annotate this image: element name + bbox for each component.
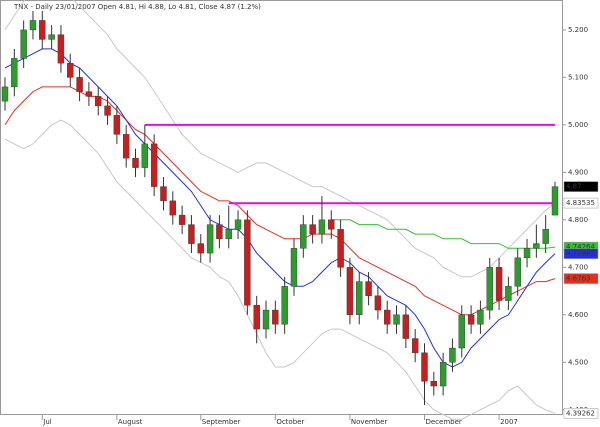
candle-body (262, 309, 270, 330)
y-tick-label: 4.600 (568, 311, 588, 319)
candle-body (439, 362, 447, 387)
candle-body (384, 309, 391, 325)
candle-body (411, 338, 419, 353)
candle-body (514, 257, 521, 287)
candle-body (1, 86, 9, 102)
candle-body (113, 115, 121, 135)
candle-body (95, 96, 102, 107)
candle-body (523, 248, 531, 259)
candle-body (132, 157, 139, 168)
candle-body (458, 314, 465, 349)
x-tick-label: September (202, 418, 241, 426)
y-tick-label: 4.500 (568, 358, 588, 366)
candle-body (542, 229, 549, 244)
end-label: 4.39262 (566, 409, 595, 417)
candle-body (141, 143, 149, 168)
end-label: 4.87 (566, 183, 582, 191)
end-label: 4.72885 (566, 250, 595, 258)
candle-body (402, 314, 410, 339)
x-tick-label: December (425, 418, 461, 426)
x-tick-label: 2007 (500, 418, 518, 426)
end-label: 4.74264 (566, 243, 595, 251)
end-label-box (563, 197, 599, 209)
candle-body (495, 267, 503, 301)
candle-body (505, 286, 512, 301)
candle-body (225, 229, 232, 240)
plot-frame (0, 0, 563, 415)
candle-body (272, 309, 279, 325)
candle-body (449, 347, 456, 363)
indicator-line (4, 119, 556, 420)
candle-body (122, 134, 130, 159)
x-tick-label: Jul (42, 418, 52, 426)
candle-body (551, 186, 559, 216)
end-label: 4.6763 (566, 275, 591, 283)
candle-body (20, 29, 27, 59)
candle-body (150, 143, 158, 187)
candle-body (160, 186, 167, 202)
candle-body (29, 20, 37, 31)
candle-body (188, 224, 195, 244)
x-tick-label: August (118, 418, 143, 426)
candle-body (300, 224, 307, 249)
candle-body (67, 62, 74, 78)
candle-body (216, 224, 223, 240)
candle-body (57, 34, 65, 64)
candle-body (328, 219, 335, 230)
candle-body (467, 314, 475, 325)
candle-body (244, 219, 251, 306)
candle-body (48, 34, 55, 40)
candle-body (365, 281, 372, 297)
end-label: 4.83535 (566, 199, 595, 207)
candle-body (421, 352, 428, 382)
candle-body (281, 286, 288, 325)
end-label-box (563, 408, 599, 419)
candle-body (169, 200, 176, 216)
candle-body (393, 314, 400, 325)
y-tick-label: 4.900 (568, 168, 588, 176)
chart-title: TNX - Daily 23/01/2007 Open 4.81, Hi 4.8… (13, 3, 261, 11)
indicator-line (4, 48, 556, 368)
candle-body (11, 58, 18, 88)
candle-body (309, 224, 316, 235)
y-tick-label: 5.100 (568, 73, 588, 81)
candle-body (477, 309, 484, 325)
y-tick-label: 5.000 (568, 121, 588, 129)
x-tick-label: October (276, 418, 304, 426)
candle-body (234, 219, 242, 230)
candle-body (374, 295, 382, 311)
candle-body (178, 214, 186, 225)
x-tick-label: November (351, 418, 388, 426)
candle-body (76, 77, 83, 92)
candle-body (253, 305, 260, 330)
candle-body (85, 91, 93, 97)
candle-body (430, 381, 438, 387)
candle-body (318, 219, 326, 235)
end-label-box (563, 273, 599, 284)
candle-body (337, 229, 344, 268)
y-tick-label: 5.200 (568, 26, 588, 34)
candle-body (356, 281, 363, 316)
candle-body (290, 248, 298, 287)
end-label-box (563, 181, 599, 192)
candle-body (533, 243, 540, 249)
end-label-box (563, 248, 599, 259)
indicator-line (331, 219, 556, 249)
candle-body (197, 243, 204, 254)
candle-body (104, 105, 111, 116)
candle-body (39, 20, 46, 40)
candle-body (346, 267, 354, 316)
y-tick-label: 4.800 (568, 216, 588, 224)
candle-body (486, 267, 493, 311)
candle-body (206, 224, 214, 254)
y-tick-label: 4.700 (568, 263, 588, 271)
indicator-line (4, 0, 556, 278)
